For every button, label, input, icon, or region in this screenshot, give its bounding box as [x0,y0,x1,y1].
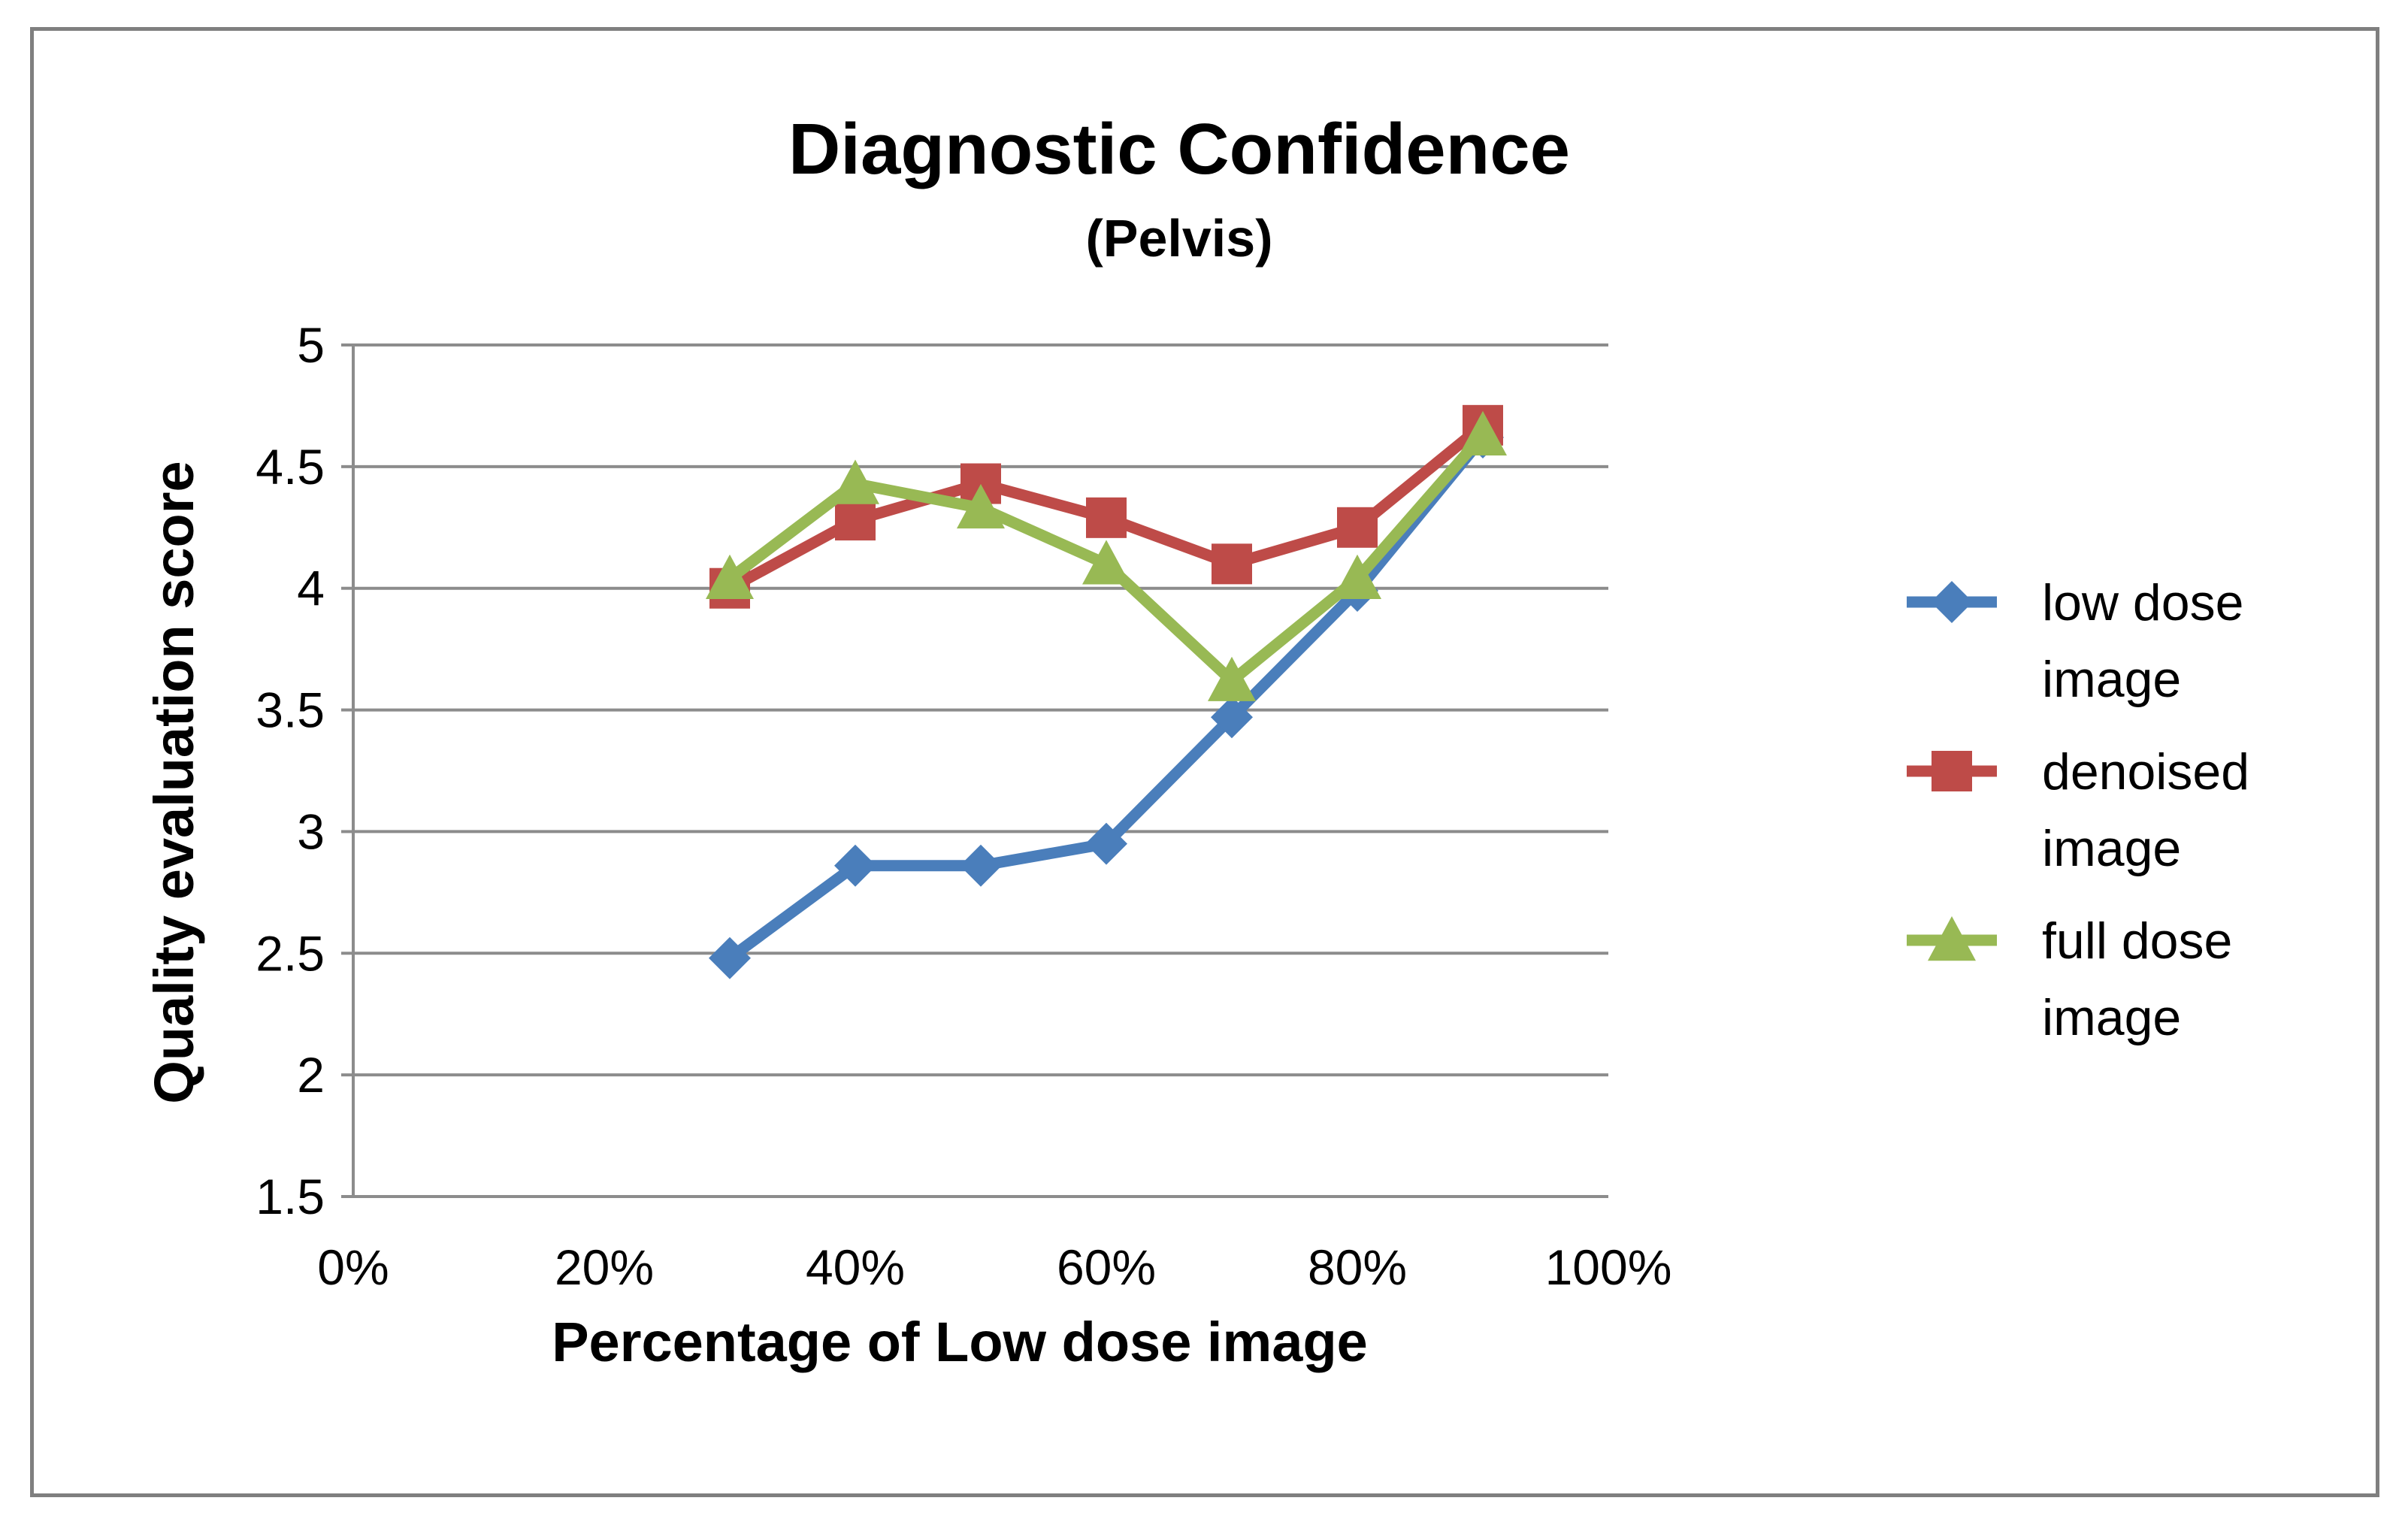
legend-item-3: full dose image [1907,912,2232,1046]
legend-label: low dose [2042,574,2243,631]
x-tick-label: 100% [1545,1239,1672,1295]
legend-marker [1931,581,1973,623]
chart-title: Diagnostic Confidence [788,109,1570,189]
data-point [1085,822,1127,865]
x-tick-label: 60% [1057,1239,1156,1295]
axes [341,343,1608,1198]
data-point [957,483,1005,529]
data-point [1211,696,1253,739]
y-tick-label: 4.5 [256,439,325,495]
data-point [835,500,876,541]
data-point [960,844,1002,887]
legend-label: image [2042,820,2181,877]
y-tick-label: 1.5 [256,1169,325,1224]
data-point [1082,540,1130,585]
chart-subtitle: (Pelvis) [1086,209,1273,268]
series-layer [706,404,1507,979]
x-tick-labels: 0% 20% 40% 60% 80% 100% [317,1239,1671,1295]
data-point [1086,497,1127,538]
data-point [831,459,879,504]
x-tick-label: 40% [806,1239,905,1295]
y-axis-label: Quality evaluation score [143,461,205,1103]
legend-label: denoised [2042,743,2249,800]
legend: low dose image denoised image full dose image [1907,574,2249,1046]
x-axis-label: Percentage of Low dose image [552,1311,1368,1373]
legend-marker [1928,916,1976,961]
data-point [1337,507,1378,548]
data-point [706,554,754,599]
x-tick-label: 20% [555,1239,654,1295]
chart-frame: Diagnostic Confidence (Pelvis) 1.5 2 2.5 3 3… [30,27,2379,1497]
legend-item-1: low dose image [1907,574,2243,708]
y-tick-label: 4 [297,561,325,616]
y-tick-label: 2.5 [256,925,325,981]
gridlines [353,343,1608,1077]
data-point [709,936,751,979]
y-tick-label: 2 [297,1047,325,1103]
data-point [1208,656,1256,701]
data-point [1212,543,1252,585]
legend-label: image [2042,989,2181,1046]
y-tick-labels: 1.5 2 2.5 3 3.5 4 4.5 5 [256,317,325,1224]
y-tick-label: 5 [297,317,325,373]
chart-svg: Diagnostic Confidence (Pelvis) 1.5 2 2.5 3 3… [143,109,2249,1373]
legend-marker [1932,751,1972,791]
x-tick-label: 80% [1308,1239,1407,1295]
data-point [834,844,876,887]
x-tick-label: 0% [317,1239,389,1295]
y-tick-label: 3.5 [256,682,325,738]
data-point [1333,554,1381,599]
y-tick-label: 3 [297,803,325,859]
data-point [1459,410,1507,455]
series-3 [706,410,1507,701]
legend-label: full dose [2042,912,2232,970]
legend-item-2: denoised image [1907,743,2249,877]
legend-label: image [2042,651,2181,708]
